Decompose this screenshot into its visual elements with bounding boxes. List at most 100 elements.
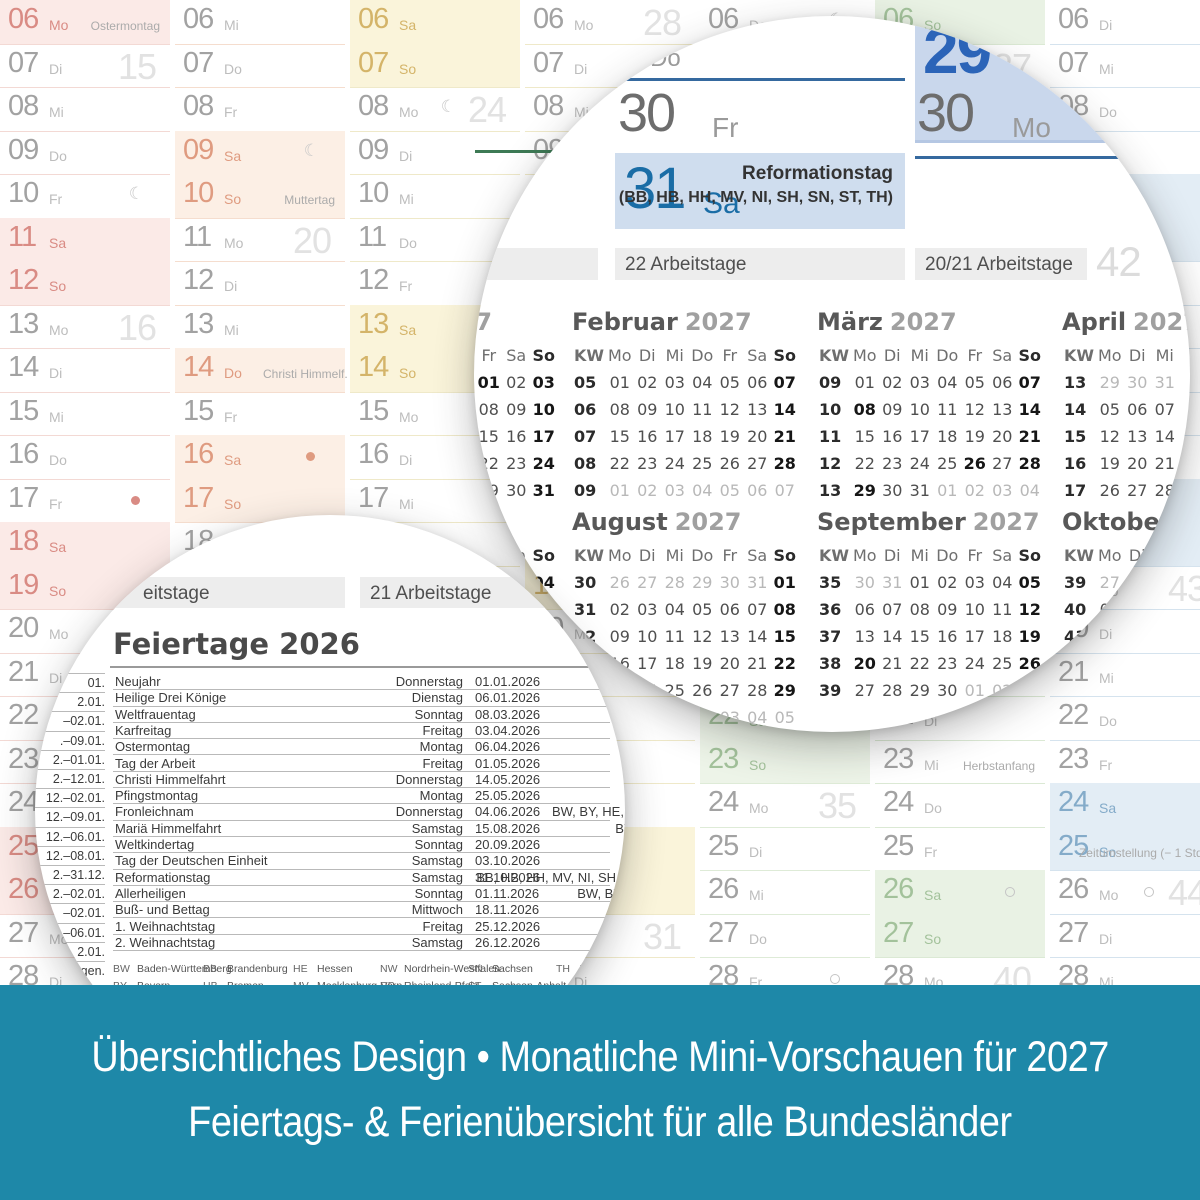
feiertag-date: 01.11.2026 [475,885,540,901]
day-abbrev: Mi [1099,669,1114,686]
mini-col-header: Mo [852,346,877,365]
mini-day: 17 [532,427,555,446]
day-number: 07 [8,46,39,79]
day-number: 17 [358,481,389,514]
mini-col-header: Mi [665,546,684,565]
mini-month-name: September [817,508,966,536]
mini-day: 14 [1018,400,1041,419]
day-abbrev: Mo [49,321,69,338]
feiertag-states: bundeswe [413,772,625,787]
moon-phase-icon [1144,887,1154,897]
day-number: 23 [883,742,914,775]
mini-col-header: Di [883,346,901,365]
mini-day: 01 [609,373,630,392]
day-number: 08 [183,90,214,122]
day-number: 22 [1058,699,1089,731]
mini-day: 31 [637,708,658,727]
day-abbrev: So [1099,843,1117,860]
feiertag-name: Fronleichnam [115,804,194,820]
reformationstag-label: Reformationstag [742,163,893,184]
legend-name: Hessen [317,963,353,975]
feiertag-name: Neujahr [115,674,161,689]
mini-day: 31 [747,573,768,592]
day-cell: 08 Mo ☾ 24 [350,87,520,132]
mini-day: 18 [664,654,685,673]
nov-workdays-label: 20/21 Arbeitstage [925,254,1073,275]
day-abbrev: Do [749,930,767,947]
feiertag-states: bunde [413,723,625,738]
mini-col-header: Mo [607,546,632,565]
day-cell: 09 Sa ☾ [175,130,345,175]
day-abbrev: Mi [224,17,239,33]
mini-day: 16 [609,654,630,673]
mini-day: 29 [478,481,499,500]
mini-week-row: 30 26 27 28 29 30 31 01 [572,569,804,596]
mini-week-row: 0104050607080910 [474,396,563,423]
day-abbrev: Mo [49,17,69,33]
feiertag-date: 01.01.2026 [475,674,541,689]
day-cell: 12 So [0,261,170,306]
feiertage-title-rule [110,666,592,668]
mini-col-header: So [773,546,796,565]
mini-day: 27 [992,454,1013,473]
week-number: 44 [1167,872,1200,913]
day-number: 10 [8,177,39,209]
feiertag-name: Allerheiligen [115,885,186,901]
feiertag-name: Mariä Himmelfahrt [115,820,222,836]
day-cell: 15 Mi [0,392,170,436]
mini-day: 24 [637,681,658,700]
mini-month-year: 2027 [889,308,957,336]
mini-day: 29 [692,573,713,592]
legend-name: Thüringen [580,963,625,975]
day-number: 09 [358,133,389,166]
day-number: 25 [883,829,914,862]
mini-kw: 11 [819,427,842,446]
day-abbrev: Mo [399,104,419,120]
mini-day: 21 [882,654,903,673]
day-cell: 27 So [875,913,1045,958]
day-cell: 16 Sa [175,435,345,480]
mini-day: 12 [719,400,740,419]
day-number: 20 [8,612,39,644]
day-cell: 06 Sa [350,0,520,45]
mini-day: 03 [637,600,658,619]
mini-kw: 39 [819,681,842,700]
mini-day: 18 [692,427,713,446]
mini-kw: 40 [1064,600,1087,619]
day-number: 26 [8,873,39,905]
day-abbrev: Do [224,60,242,77]
mini-day: 25 [664,681,685,700]
mini-day: 25 [992,654,1013,673]
day-cell: 24 Do [875,783,1045,828]
feiertag-states: TH [413,837,625,852]
day-number: 24 [708,786,739,818]
ferien-date-fragment: –06.01. [35,922,105,940]
day-number: 13 [358,307,389,340]
day-cell: 10 Mi [350,174,520,219]
day-number: 27 [883,916,914,949]
day-abbrev: Sa [49,234,67,251]
mini-header-row: KW Mo Di Mi [1062,342,1190,369]
mini-col-header: Mo [607,346,632,365]
mini-day: 05 [1099,400,1120,419]
day-abbrev: Di [49,365,63,381]
mini-day: 28 [1127,573,1148,592]
day-number: 27 [8,916,39,949]
feiertag-name: Weltfrauentag [115,706,196,722]
day-cell: 10 So Muttertag [175,174,345,219]
ferien-date-fragment: 12.–08.01. [35,845,105,863]
mini-day: 20 [1127,454,1148,473]
day-cell: 26 Mi [700,870,870,915]
legend-entry: NW Nordrhein-Westfalen [380,963,500,975]
mini-week-row: 41 11 12 [1062,623,1190,650]
mini-day: 11 [992,600,1013,619]
mini-day: 07 [774,481,795,500]
feiertag-weekday: Samstag [411,820,463,836]
mini-month-name: März [817,308,883,336]
legend-entry: TH Thüringen [556,963,625,975]
mini-month-year: 2027 [684,308,752,336]
